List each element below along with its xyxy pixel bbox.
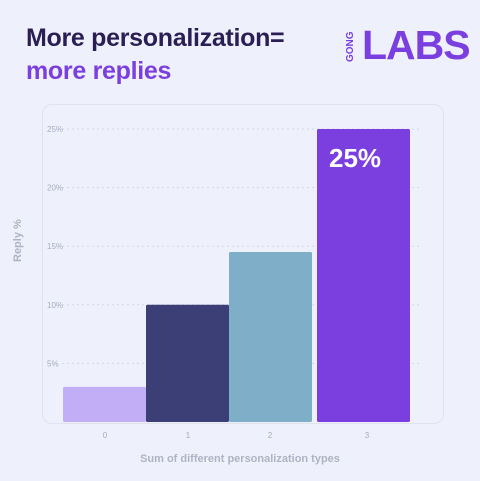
- bar-2: [229, 252, 312, 422]
- x-tick-label: 1: [186, 431, 191, 440]
- bar-3: [317, 129, 410, 422]
- x-tick-labels: 0 1 2 3: [103, 431, 370, 440]
- title-line-2: more replies: [26, 57, 172, 85]
- bar-0: [63, 386, 146, 422]
- title-line-1: More personalization=: [26, 24, 285, 52]
- gong-labs-logo: GONG LABS: [342, 20, 471, 70]
- y-tick-label: 15%: [47, 242, 63, 251]
- y-tick-label: 25%: [47, 125, 63, 134]
- data-label: 25%: [329, 143, 381, 173]
- bars: [63, 129, 410, 422]
- gong-text: GONG: [345, 31, 356, 62]
- y-tick-label: 20%: [47, 184, 63, 193]
- labs-wordmark: LABS: [362, 22, 471, 68]
- x-tick-label: 2: [268, 431, 273, 440]
- x-axis-label: Sum of different personalization types: [140, 453, 340, 465]
- gong-wordmark: GONG: [345, 31, 356, 62]
- y-tick-labels: 5% 10% 15% 20% 25%: [47, 125, 63, 368]
- x-tick-label: 3: [365, 431, 370, 440]
- y-tick-label: 5%: [47, 359, 59, 368]
- x-tick-label: 0: [103, 431, 108, 440]
- data-labels: 25%: [329, 143, 381, 173]
- page-title: More personalization= more replies: [26, 22, 285, 88]
- y-axis-label: Reply %: [12, 219, 24, 262]
- bar-1: [146, 304, 229, 422]
- y-tick-label: 10%: [47, 301, 63, 310]
